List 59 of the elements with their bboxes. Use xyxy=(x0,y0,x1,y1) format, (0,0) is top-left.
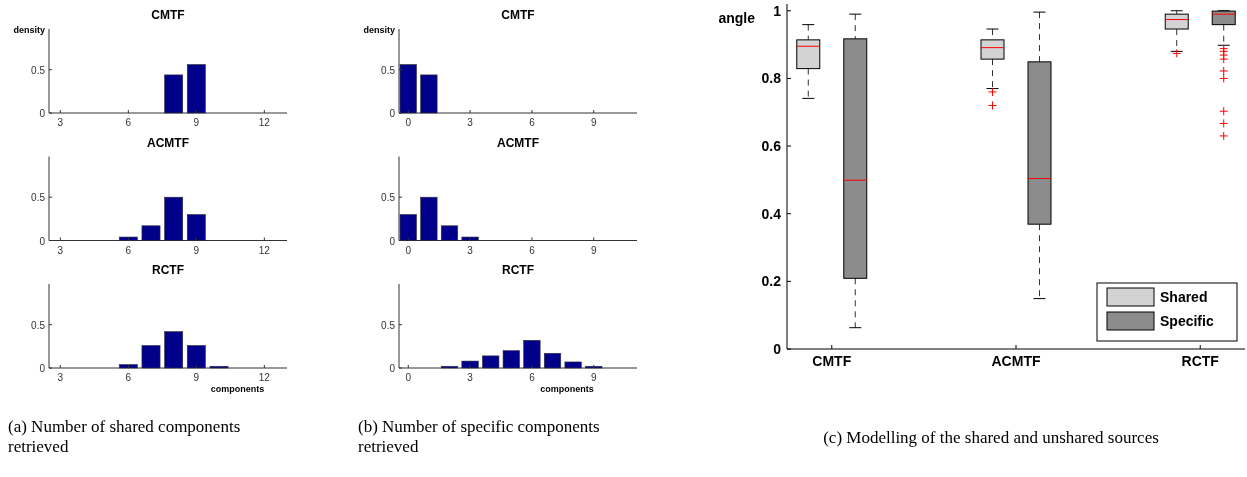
y-tick-label: 0 xyxy=(389,108,396,119)
y-tick-label: 0.6 xyxy=(761,138,782,155)
x-tick-label: 9 xyxy=(590,372,597,383)
y-tick-label: 0.2 xyxy=(761,273,782,290)
x-tick-label: 3 xyxy=(57,244,64,256)
legend-label: Shared xyxy=(1160,289,1208,305)
x-tick-label: 9 xyxy=(193,372,200,383)
chart-title: RCTF xyxy=(152,263,184,277)
chart-title: ACMTF xyxy=(147,135,189,150)
y-tick-label: 0.5 xyxy=(381,64,396,76)
y-tick-label: 0.4 xyxy=(761,205,782,222)
y-axis-title: density xyxy=(363,25,395,35)
x-tick-label: 6 xyxy=(529,117,536,128)
y-tick-label: 0 xyxy=(39,235,46,247)
y-tick-label: 0 xyxy=(773,341,782,357)
x-tick-label: 6 xyxy=(529,244,536,256)
x-tick-label: 9 xyxy=(193,244,200,256)
text: (a) Number of shared components retrieved xyxy=(8,417,241,456)
x-tick-label: 6 xyxy=(125,117,132,128)
x-tick-label: 3 xyxy=(467,372,474,383)
y-tick-label: 0.5 xyxy=(31,64,46,76)
legend-label: Specific xyxy=(1160,313,1214,329)
y-axis-title: density xyxy=(13,25,45,35)
x-tick-label: 3 xyxy=(57,372,64,383)
y-axis-title: angle xyxy=(718,10,756,26)
chart-title: CMTF xyxy=(501,8,535,22)
x-tick-label: 6 xyxy=(125,372,132,383)
chart-title: ACMTF xyxy=(497,135,539,150)
x-tick-label: 9 xyxy=(590,117,597,128)
y-tick-label: 0 xyxy=(39,108,46,119)
x-tick-label: 9 xyxy=(590,244,597,256)
chart-title: CMTF xyxy=(151,8,185,22)
x-tick-label: 12 xyxy=(258,244,271,256)
x-tick-label: 0 xyxy=(405,244,412,256)
text: (c) Modelling of the shared and unshared sources xyxy=(823,428,1159,447)
x-tick-label: RCTF xyxy=(1181,353,1220,369)
text: (b) Number of specific components retrieved xyxy=(358,417,600,456)
x-tick-label: 6 xyxy=(529,372,536,383)
x-tick-label: 6 xyxy=(125,244,132,256)
x-tick-label: 9 xyxy=(193,117,200,128)
x-tick-label: ACMTF xyxy=(991,353,1041,369)
x-tick-label: 3 xyxy=(467,117,474,128)
x-axis-title: components xyxy=(540,384,594,394)
y-tick-label: 0 xyxy=(389,235,396,247)
x-tick-label: CMTF xyxy=(812,353,852,369)
y-tick-label: 0.5 xyxy=(31,319,46,331)
x-tick-label: 12 xyxy=(258,372,271,383)
y-tick-label: 0.5 xyxy=(381,319,396,331)
x-axis-title: components xyxy=(210,384,265,394)
y-tick-label: 0.5 xyxy=(31,192,46,204)
x-tick-label: 3 xyxy=(57,117,64,128)
x-tick-label: 3 xyxy=(467,244,474,256)
x-tick-label: 0 xyxy=(405,372,412,383)
x-tick-label: 12 xyxy=(258,117,271,128)
y-tick-label: 0.8 xyxy=(761,70,782,87)
chart-title: RCTF xyxy=(502,263,534,277)
x-tick-label: 0 xyxy=(405,117,412,128)
y-tick-label: 0.5 xyxy=(381,192,396,204)
y-tick-label: 1 xyxy=(773,2,782,19)
